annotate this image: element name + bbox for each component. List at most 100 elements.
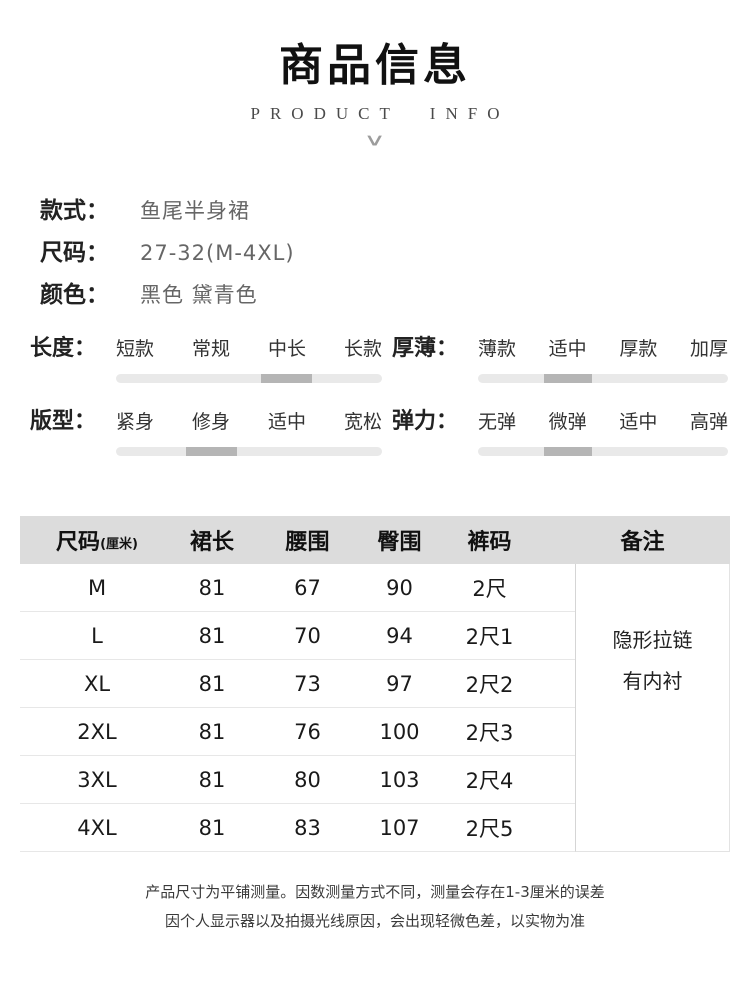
slider-track xyxy=(478,447,728,456)
remark-cell: 隐形拉链 有内衬 xyxy=(575,564,730,852)
attribute-body: 无弹 微弹 适中 高弹 xyxy=(478,409,728,456)
table-cell: 97 xyxy=(386,671,413,696)
slider-track xyxy=(478,374,728,383)
attribute-option: 适中 xyxy=(548,338,587,360)
attribute-sliders: 长度： 短款 常规 中长 长款 厚薄： 薄款 适中 厚款 加厚 版型： 紧身 修身 适中 宽松 xyxy=(30,336,728,456)
attribute-option: 长款 xyxy=(343,338,382,360)
table-cell: 2尺4 xyxy=(465,768,514,793)
page-subtitle: PRODUCT INFO xyxy=(250,104,510,123)
attribute-options: 无弹 微弹 适中 高弹 xyxy=(478,409,728,435)
table-cell: 107 xyxy=(379,815,420,840)
slider-track xyxy=(116,374,382,383)
info-label: 尺码： xyxy=(40,240,109,266)
attribute-option: 厚款 xyxy=(619,338,658,360)
table-cell: 2XL xyxy=(77,719,117,744)
slider-segment xyxy=(544,374,592,383)
size-table-body: M 81 67 90 2尺 L 81 70 94 2尺1 XL 81 73 97 2尺2 2XL 81 76 100… xyxy=(20,564,730,852)
attribute-body: 紧身 修身 适中 宽松 xyxy=(116,409,382,456)
table-cell: 81 xyxy=(198,575,226,600)
info-row-color: 颜色： 黑色 黛青色 xyxy=(40,280,750,310)
table-cell: 3XL xyxy=(77,767,117,792)
table-cell: 2尺1 xyxy=(465,624,514,649)
page-title: 商品信息 xyxy=(279,40,471,91)
table-cell: 76 xyxy=(294,719,321,744)
size-table-rows: M 81 67 90 2尺 L 81 70 94 2尺1 XL 81 73 97 2尺2 2XL 81 76 100… xyxy=(20,564,575,852)
attribute-group-length: 长度： 短款 常规 中长 长款 xyxy=(30,336,382,383)
table-cell: 2尺3 xyxy=(465,720,514,745)
attribute-label: 长度： xyxy=(30,336,97,361)
size-table: 尺码 (厘米) 裙长 腰围 臀围 裤码 备注 M 81 67 90 2尺 L 81 70 94 2尺… xyxy=(20,516,730,852)
chevron-down-icon: ∨ xyxy=(363,130,387,151)
attribute-label: 版型： xyxy=(30,409,97,434)
info-value: 27-32(M-4XL) xyxy=(140,241,295,265)
slider-segment xyxy=(186,447,238,456)
table-cell: 94 xyxy=(386,623,413,648)
slider-track xyxy=(116,447,382,456)
table-cell: L xyxy=(91,623,103,648)
table-cell: 81 xyxy=(198,719,226,744)
table-cell: 67 xyxy=(294,575,321,600)
basic-info: 款式： 鱼尾半身裙 尺码： 27-32(M-4XL) 颜色： 黑色 黛青色 xyxy=(40,196,750,310)
attribute-option: 高弹 xyxy=(689,411,728,433)
attribute-option: 修身 xyxy=(191,411,230,433)
attribute-option: 常规 xyxy=(191,338,230,360)
attribute-option: 薄款 xyxy=(478,338,517,360)
attribute-label: 厚薄： xyxy=(392,336,459,361)
attribute-group-elasticity: 弹力： 无弹 微弹 适中 高弹 xyxy=(392,409,728,456)
attribute-option: 紧身 xyxy=(116,411,155,433)
info-value: 鱼尾半身裙 xyxy=(140,199,250,223)
footer-note-line: 因个人显示器以及拍摄光线原因，会出现轻微色差，以实物为准 xyxy=(164,912,585,930)
footer-note: 产品尺寸为平铺测量。因数测量方式不同，测量会存在1-3厘米的误差 因个人显示器以… xyxy=(0,878,750,936)
table-cell: 81 xyxy=(198,623,226,648)
table-cell: 100 xyxy=(379,719,420,744)
header-cell-size: 尺码 (厘米) xyxy=(20,516,162,564)
attribute-body: 短款 常规 中长 长款 xyxy=(116,336,382,383)
table-cell: 103 xyxy=(379,767,420,792)
info-label: 颜色： xyxy=(40,282,109,308)
remark-line: 有内衬 xyxy=(622,669,683,693)
table-cell: 80 xyxy=(294,767,321,792)
attribute-option: 适中 xyxy=(267,411,306,433)
attribute-option: 适中 xyxy=(619,411,658,433)
attribute-label: 弹力： xyxy=(392,409,459,434)
table-cell: 90 xyxy=(386,575,413,600)
table-cell: 2尺 xyxy=(472,576,507,601)
remark-line: 隐形拉链 xyxy=(612,628,693,652)
slider-segment xyxy=(260,374,312,383)
info-row-size: 尺码： 27-32(M-4XL) xyxy=(40,238,750,268)
attribute-options: 薄款 适中 厚款 加厚 xyxy=(478,336,728,362)
table-row: 2XL 81 76 100 2尺3 xyxy=(20,708,575,756)
attribute-option: 微弹 xyxy=(548,411,587,433)
slider-segment xyxy=(544,447,592,456)
table-cell: 83 xyxy=(294,815,321,840)
table-cell: 81 xyxy=(198,671,226,696)
attribute-option: 中长 xyxy=(267,338,306,360)
size-table-header: 尺码 (厘米) 裙长 腰围 臀围 裤码 备注 xyxy=(20,516,730,564)
table-row: 3XL 81 80 103 2尺4 xyxy=(20,756,575,804)
attribute-group-thickness: 厚薄： 薄款 适中 厚款 加厚 xyxy=(392,336,728,383)
table-cell: 70 xyxy=(294,623,321,648)
header-cell-waist: 腰围 xyxy=(285,530,330,555)
table-row: 4XL 81 83 107 2尺5 xyxy=(20,804,575,852)
header-unit: (厘米) xyxy=(100,537,138,552)
header-cell-skirt-length: 裙长 xyxy=(189,530,234,555)
table-row: M 81 67 90 2尺 xyxy=(20,564,575,612)
attribute-options: 短款 常规 中长 长款 xyxy=(116,336,382,362)
table-row: XL 81 73 97 2尺2 xyxy=(20,660,575,708)
table-cell: 2尺5 xyxy=(465,816,514,841)
attribute-option: 无弹 xyxy=(478,411,517,433)
table-cell: 2尺2 xyxy=(465,672,514,697)
footer-note-line: 产品尺寸为平铺测量。因数测量方式不同，测量会存在1-3厘米的误差 xyxy=(145,883,605,901)
table-row: L 81 70 94 2尺1 xyxy=(20,612,575,660)
table-cell: 81 xyxy=(198,815,226,840)
attribute-option: 宽松 xyxy=(343,411,382,433)
header-cell-pants-size: 裤码 xyxy=(467,530,512,555)
header-cell-hip: 臀围 xyxy=(377,530,422,555)
table-cell: 4XL xyxy=(77,815,117,840)
info-row-style: 款式： 鱼尾半身裙 xyxy=(40,196,750,226)
header-cell-remark: 备注 xyxy=(620,530,665,555)
attribute-group-fit: 版型： 紧身 修身 适中 宽松 xyxy=(30,409,382,456)
title-block: 商品信息 PRODUCT INFO ∨ xyxy=(0,0,750,150)
table-cell: M xyxy=(87,575,107,600)
